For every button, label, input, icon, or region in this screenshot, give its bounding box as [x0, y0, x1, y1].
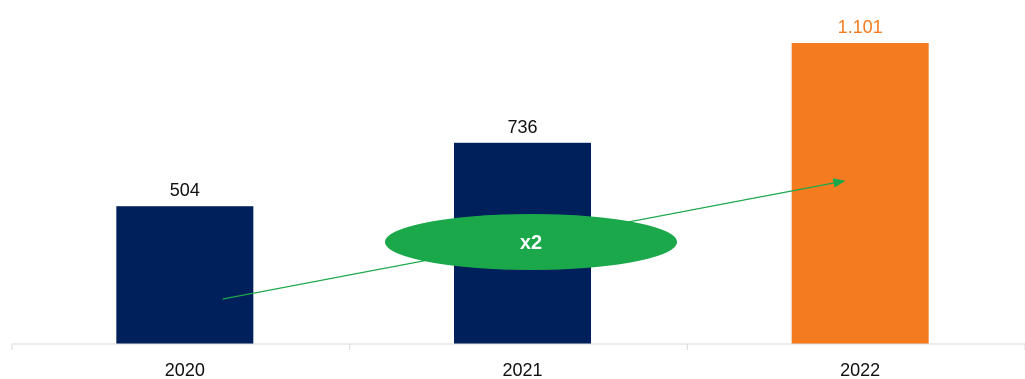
x-tick-label-2021: 2021	[502, 360, 542, 379]
growth-badge	[385, 214, 677, 270]
bar-value-label-2020: 504	[170, 180, 200, 200]
x-tick-label-2020: 2020	[165, 360, 205, 379]
x-axis	[11, 343, 1025, 350]
labels-layer: 504 2020 736 2021 1.101 2022	[165, 17, 883, 379]
bar-2020	[116, 206, 254, 344]
bar-value-label-2021: 736	[507, 117, 537, 137]
bar-2022	[791, 43, 929, 344]
growth-badge-label: x2	[520, 232, 542, 254]
x-tick-label-2022: 2022	[840, 360, 880, 379]
growth-annotation: x2	[222, 178, 846, 300]
bar-value-label-2022: 1.101	[838, 17, 883, 37]
bars-layer	[116, 43, 929, 344]
